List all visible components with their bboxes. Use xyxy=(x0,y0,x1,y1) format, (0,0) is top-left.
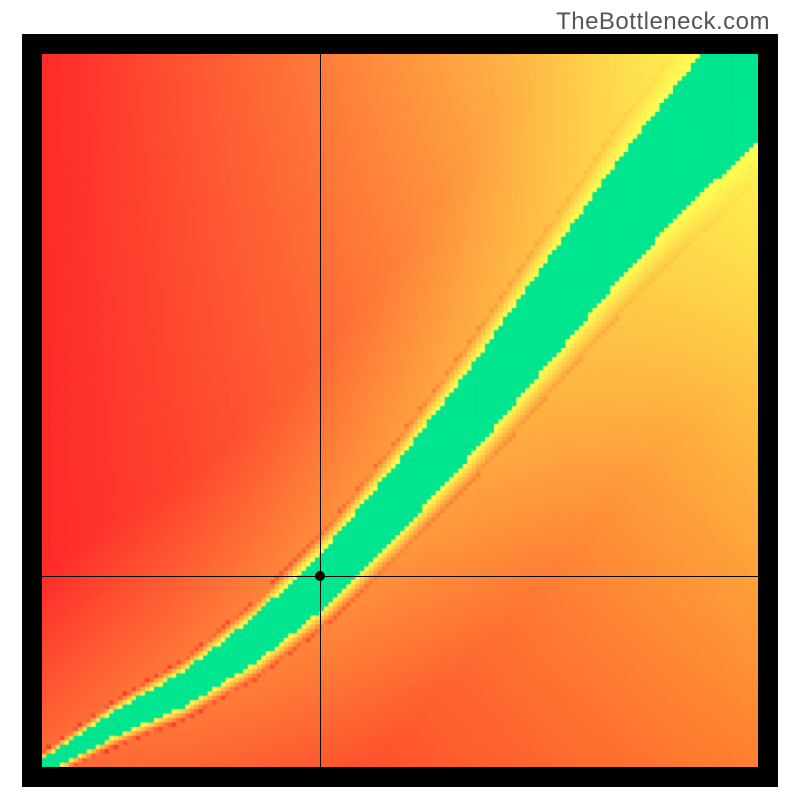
watermark-text: TheBottleneck.com xyxy=(556,8,770,36)
heatmap-canvas xyxy=(42,54,758,767)
crosshair-marker xyxy=(315,571,325,581)
crosshair-vertical xyxy=(320,54,321,767)
plot-area xyxy=(42,54,758,767)
crosshair-horizontal xyxy=(42,576,758,577)
chart-container: TheBottleneck.com xyxy=(0,0,800,800)
